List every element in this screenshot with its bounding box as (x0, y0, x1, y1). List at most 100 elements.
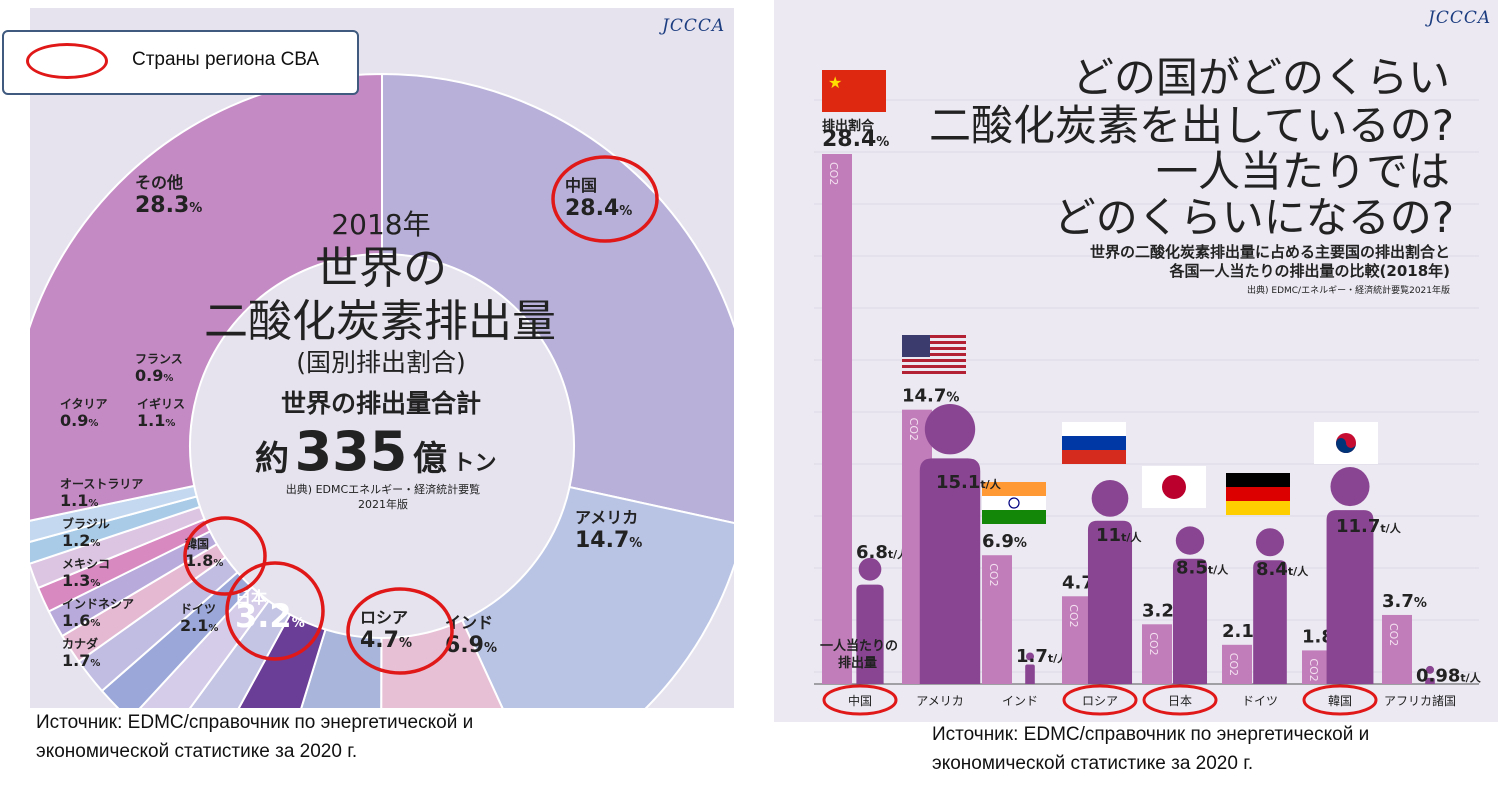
share-unit-7: % (1414, 596, 1427, 611)
per-capita-value-3: 11t/人 (1096, 525, 1142, 546)
person-head-3 (1091, 480, 1129, 517)
pie-source-line-1: 出典) EDMCエネルギー・経済統計要覧 (286, 482, 480, 496)
person-body-4 (1172, 558, 1208, 684)
korea-flag-icon (1314, 422, 1378, 464)
bar-subtitle-line-1: 世界の二酸化炭素排出量に占める主要国の排出割合と (1090, 243, 1450, 261)
pie-label-unit-12: % (165, 418, 175, 429)
pie-source-line-2: 2021年版 (358, 497, 408, 511)
pie-label-name-13: イタリア (60, 397, 108, 411)
pie-label-name-4: 日本 (235, 588, 267, 607)
bar-chart: どの国がどのくらい 二酸化炭素を出しているの? 一人当たりでは どのくらいになる… (814, 53, 1482, 716)
pie-label-unit-14: % (163, 373, 173, 384)
x-label-highlight-6 (1302, 684, 1378, 716)
bar-tag-1: CO2 (907, 418, 920, 441)
pie-total-number: 335 (295, 420, 408, 483)
x-label-6: 韓国 (1328, 694, 1352, 708)
flag-china-field (822, 70, 886, 112)
share-bar-0 (822, 154, 852, 684)
per-capita-value-7: 0.98t/人 (1416, 665, 1482, 686)
jccca-logo: JCCCA (662, 16, 726, 36)
person-body-3 (1087, 520, 1133, 684)
pie-label-unit-15: % (189, 201, 202, 216)
china-flag-icon: ★ (822, 70, 886, 112)
x-label-0: 中国 (848, 693, 872, 708)
person-body-5 (1253, 560, 1287, 684)
pie-label-name-11: オーストラリア (60, 477, 143, 491)
share-bar-2 (982, 555, 1012, 684)
source-caption-right-line-2: экономической статистике за 2020 г. (932, 753, 1254, 774)
jccca-logo-right: JCCCA (1428, 8, 1492, 28)
x-label-7: アフリカ諸国 (1384, 693, 1456, 708)
per-capita-label-line-2: 排出量 (838, 655, 877, 671)
share-bar-7 (1382, 614, 1412, 684)
pie-label-unit-1: % (629, 536, 642, 551)
pie-label-unit-11: % (88, 498, 98, 509)
person-body-1 (919, 458, 981, 684)
pie-label-unit-4: % (292, 616, 305, 631)
per-capita-value-1: 15.1t/人 (936, 472, 1002, 493)
pie-label-name-9: メキシコ (62, 557, 110, 571)
pie-label-name-14: フランス (135, 352, 183, 366)
person-body-2 (1025, 664, 1035, 684)
pie-slice-item-0 (381, 72, 734, 525)
per-capita-unit-5: t/人 (1288, 564, 1309, 578)
per-capita-label-line-1: 一人当たりの (820, 638, 898, 654)
source-caption-left-line-1: Источник: EDMC/справочник по энергетичес… (36, 712, 474, 733)
pie-label-unit-3: % (399, 636, 412, 651)
pie-label-value-1: 14.7% (575, 528, 642, 553)
source-caption-right-line-1: Источник: EDMC/справочник по энергетичес… (932, 724, 1370, 745)
per-capita-value-5: 8.4t/人 (1256, 559, 1309, 580)
share-value-2: 6.9% (982, 531, 1027, 552)
bar-title-line-3: 一人当たりでは (1156, 147, 1450, 196)
flag-usa-stripe-6 (902, 371, 966, 374)
russia-flag-icon (1062, 422, 1126, 464)
pie-title-year: 2018年 (331, 208, 430, 241)
person-body-0 (856, 584, 884, 684)
x-label-highlight-0 (822, 684, 898, 716)
per-capita-unit-1: t/人 (980, 477, 1001, 491)
pie-label-name-0: 中国 (565, 176, 597, 195)
highlight-ellipse-6 (183, 516, 267, 596)
per-capita-value-6: 11.7t/人 (1336, 516, 1402, 537)
x-label-3: ロシア (1082, 694, 1118, 708)
person-head-4 (1175, 526, 1205, 555)
flag-russia-top (1062, 422, 1126, 436)
pie-label-unit-8: % (90, 618, 100, 629)
pie-label-name-5: ドイツ (180, 602, 216, 616)
pie-total-label: 世界の排出量合計 (281, 389, 481, 418)
person-body-6 (1326, 510, 1374, 684)
person-head-5 (1255, 528, 1285, 557)
pie-slice-item-2 (380, 619, 504, 708)
source-caption-left: Источник: EDMC/справочник по энергетичес… (36, 708, 473, 766)
per-capita-unit-7: t/人 (1460, 670, 1481, 684)
flag-usa-stripe-2 (902, 347, 966, 350)
source-caption-right: Источник: EDMC/справочник по энергетичес… (932, 720, 1369, 778)
per-capita-unit-3: t/人 (1121, 530, 1142, 544)
legend: Страны региона СВА (2, 30, 359, 95)
bar-tag-4: CO2 (1147, 632, 1160, 655)
pie-label-value-4: 3.2% (235, 597, 305, 635)
per-capita-value-0: 6.8t/人 (856, 542, 909, 563)
flag-india-wheel (1008, 497, 1020, 509)
person-head-0 (858, 557, 882, 581)
flag-germany-top (1226, 473, 1290, 487)
flag-india-bottom (982, 510, 1046, 524)
flag-india-mid (982, 496, 1046, 510)
flag-germany-bottom (1226, 501, 1290, 515)
bar-tag-7: CO2 (1387, 623, 1400, 646)
share-value-7: 3.7% (1382, 591, 1427, 612)
person-head-7 (1426, 665, 1434, 674)
flag-usa-stripe-0 (902, 335, 966, 338)
bar-subtitle-line-2: 各国一人当たりの排出量の比較(2018年) (1169, 262, 1450, 280)
pie-label-unit-5: % (208, 623, 218, 634)
pie-label-unit-2: % (484, 641, 497, 656)
share-unit-0: % (876, 135, 889, 150)
flag-russia-mid (1062, 436, 1126, 450)
x-label-highlight-4 (1142, 684, 1218, 716)
pie-label-unit-13: % (88, 418, 98, 429)
legend-label: Страны региона СВА (132, 49, 320, 70)
bar-tag-3: CO2 (1067, 604, 1080, 627)
share-label: 排出割合 (822, 118, 875, 134)
per-capita-unit-4: t/人 (1208, 563, 1229, 577)
bar-tag-0: CO2 (827, 162, 840, 185)
